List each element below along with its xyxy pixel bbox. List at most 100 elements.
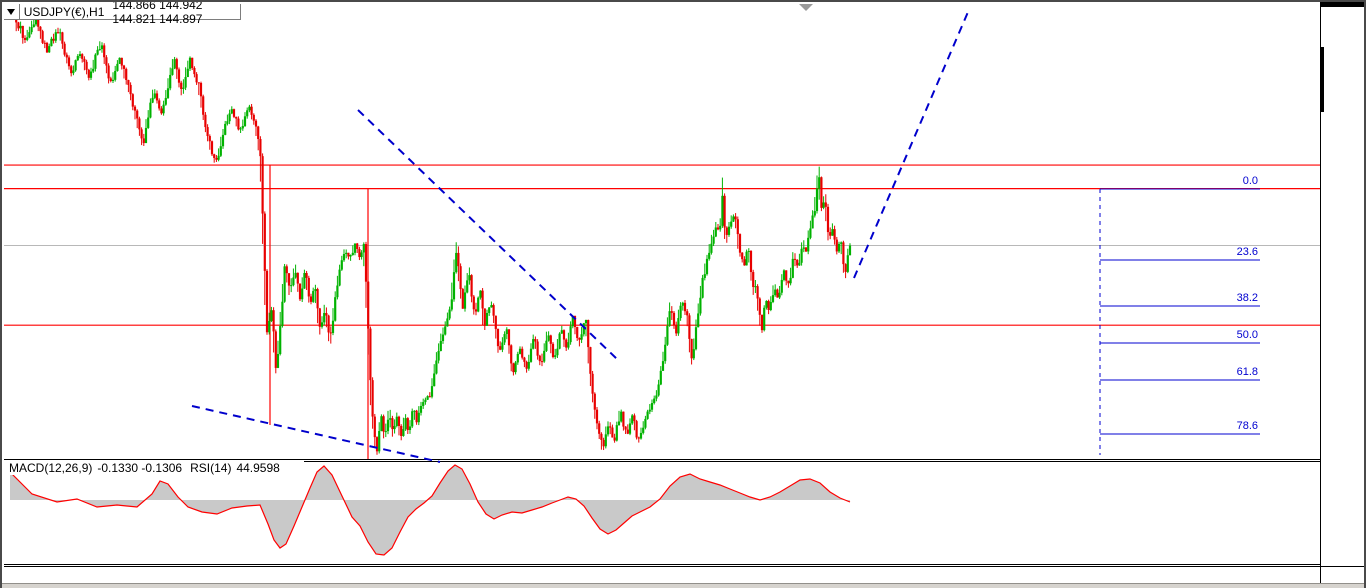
main-chart-area[interactable] <box>4 4 1320 459</box>
candle-body <box>679 305 682 319</box>
candle-body <box>294 272 297 278</box>
axis-top-corner <box>1320 2 1364 7</box>
candle-body <box>85 61 88 70</box>
candle-body <box>257 126 260 140</box>
candle-body <box>433 373 436 387</box>
candle-body <box>301 288 304 300</box>
candle-body <box>314 289 317 292</box>
candle-body <box>719 225 722 230</box>
symbol-dropdown-icon[interactable] <box>7 8 15 15</box>
candle-body <box>208 136 211 142</box>
candle-body <box>668 311 671 326</box>
candle-body <box>39 26 42 32</box>
candle-body <box>760 314 764 331</box>
candle-body <box>595 409 599 424</box>
candle-body <box>776 289 779 298</box>
candle-body <box>210 141 214 155</box>
candle-body <box>774 289 777 296</box>
candle-body <box>345 252 348 254</box>
candle-body <box>19 25 22 29</box>
candle-body <box>593 393 596 410</box>
candle-body <box>690 338 693 359</box>
candle-body <box>417 412 420 423</box>
candle-body <box>573 315 577 328</box>
candle-body <box>41 31 44 43</box>
candle-body <box>430 386 434 397</box>
candle-body <box>263 213 266 271</box>
candle-body <box>763 307 766 331</box>
candle-body <box>127 80 130 85</box>
candle-body <box>463 292 467 309</box>
candle-body <box>703 274 706 278</box>
candle-body <box>100 45 104 50</box>
candle-body <box>142 138 145 144</box>
candle-body <box>771 295 775 302</box>
candle-body <box>367 281 370 329</box>
candle-body <box>116 63 119 71</box>
candle-body <box>749 250 753 273</box>
candle-body <box>565 339 568 348</box>
candle-body <box>736 219 739 235</box>
candle-body <box>171 68 174 75</box>
candle-body <box>813 211 816 216</box>
candle-body <box>514 362 517 373</box>
candle-body <box>848 245 852 256</box>
candle-body <box>153 93 156 98</box>
macd-signal-line <box>9 464 851 556</box>
candle-body <box>730 221 733 227</box>
candle-body <box>386 419 390 432</box>
trendline-3[interactable] <box>853 11 969 279</box>
candle-body <box>114 70 117 80</box>
candle-body <box>534 339 537 342</box>
candle-body <box>793 258 797 260</box>
candle-body <box>287 273 291 286</box>
candle-body <box>551 343 555 357</box>
candle-body <box>419 405 423 413</box>
candle-body <box>184 77 187 88</box>
candle-body <box>283 266 286 302</box>
indicator-pane[interactable] <box>4 461 1320 564</box>
candle-body <box>708 252 711 259</box>
candle-body <box>235 116 238 119</box>
candle-body <box>122 65 126 69</box>
candle-body <box>437 350 440 361</box>
price-axis[interactable] <box>1320 2 1364 583</box>
candle-body <box>501 342 504 350</box>
candle-body <box>756 286 759 299</box>
candle-body <box>529 348 533 362</box>
candle-body <box>89 71 93 78</box>
rsi-label: RSI(14) <box>190 461 232 475</box>
candle-body <box>270 310 273 321</box>
fib-level-label-23.6: 23.6 <box>1236 246 1258 258</box>
candle-body <box>644 418 647 428</box>
candle-body <box>191 57 194 68</box>
candle-body <box>274 331 277 368</box>
candle-body <box>452 272 456 300</box>
candle-body <box>615 425 618 441</box>
candle-body <box>195 74 198 83</box>
candle-body <box>281 301 284 327</box>
candle-body <box>837 243 841 252</box>
candle-body <box>716 227 720 230</box>
candle-body <box>558 333 561 349</box>
candle-body <box>37 19 40 27</box>
candle-body <box>109 78 112 82</box>
candle-body <box>562 330 566 340</box>
candle-body <box>169 74 172 89</box>
trendline-1[interactable] <box>357 109 619 361</box>
candle-body <box>639 432 643 439</box>
candlesticks <box>12 11 852 455</box>
candle-body <box>45 42 49 53</box>
candle-body <box>276 354 280 368</box>
candle-body <box>675 325 678 334</box>
trendline-2[interactable] <box>191 405 441 463</box>
candle-body <box>362 244 365 253</box>
candle-body <box>131 94 134 107</box>
candle-body <box>831 229 834 236</box>
candle-body <box>373 416 376 438</box>
axis-range-bar <box>1320 47 1324 112</box>
candle-body <box>699 297 702 314</box>
candle-body <box>721 195 724 226</box>
time-axis[interactable] <box>2 565 1320 583</box>
ohlc-readout: 144.866 144.942 144.821 144.897 <box>112 0 203 26</box>
